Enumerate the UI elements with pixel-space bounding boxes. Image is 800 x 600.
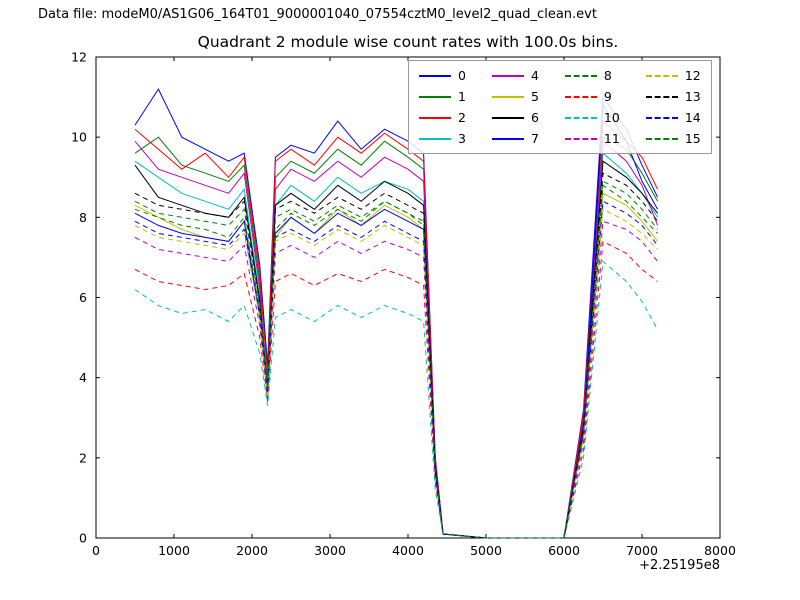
legend-line-sample	[491, 74, 524, 77]
y-tick-label: 8	[79, 210, 87, 225]
legend-item-0: 0	[419, 65, 466, 86]
legend-line-sample	[419, 95, 451, 98]
legend-label: 0	[458, 68, 466, 83]
legend-item-4: 4	[491, 65, 539, 86]
legend-item-9: 9	[564, 86, 620, 107]
legend-line-sample	[419, 137, 451, 140]
x-tick-label: 4000	[392, 543, 424, 558]
x-tick-label: 8000	[704, 543, 736, 558]
series-line-9	[134, 240, 658, 539]
legend-item-15: 15	[645, 128, 701, 149]
legend-label: 11	[603, 131, 620, 146]
legend-line-sample	[491, 137, 524, 140]
x-axis-offset-text: +2.25195e8	[639, 558, 720, 573]
chart-title: Quadrant 2 module wise count rates with …	[197, 33, 619, 51]
y-tick-label: 4	[79, 370, 87, 385]
legend-item-3: 3	[419, 128, 466, 149]
x-tick-label: 7000	[626, 543, 658, 558]
legend-label: 12	[684, 68, 701, 83]
legend-label: 15	[684, 131, 701, 146]
datafile-label: Data file: modeM0/AS1G06_164T01_90000010…	[38, 7, 597, 22]
x-tick-label: 3000	[314, 543, 346, 558]
legend-label: 8	[603, 68, 612, 83]
legend-item-2: 2	[419, 107, 466, 128]
legend-label: 2	[458, 110, 466, 125]
legend-line-sample	[564, 74, 597, 77]
legend-line-sample	[491, 116, 524, 119]
legend: 0 1 2 3 4 5 6 7 8 9 10 11 12 13 14 15	[408, 60, 712, 154]
legend-item-13: 13	[645, 86, 701, 107]
series-line-15	[134, 180, 658, 539]
legend-label: 6	[530, 110, 539, 125]
legend-line-sample	[564, 95, 597, 98]
legend-line-sample	[564, 116, 597, 119]
legend-line-sample	[645, 116, 678, 119]
legend-label: 9	[603, 89, 612, 104]
series-line-12	[134, 208, 658, 539]
legend-label: 7	[530, 131, 539, 146]
legend-label: 3	[458, 131, 466, 146]
legend-line-sample	[419, 116, 451, 119]
series-line-11	[134, 220, 658, 539]
x-tick-label: 6000	[548, 543, 580, 558]
x-tick-label: 0	[92, 543, 100, 558]
series-line-14	[134, 200, 658, 539]
legend-item-12: 12	[645, 65, 701, 86]
legend-line-sample	[419, 74, 451, 77]
x-tick-label: 1000	[158, 543, 190, 558]
legend-line-sample	[491, 95, 524, 98]
legend-line-sample	[645, 137, 678, 140]
series-line-10	[134, 260, 659, 539]
legend-item-5: 5	[491, 86, 539, 107]
legend-label: 14	[684, 110, 701, 125]
legend-label: 10	[603, 110, 620, 125]
legend-item-10: 10	[564, 107, 620, 128]
x-tick-label: 2000	[236, 543, 268, 558]
y-tick-label: 0	[79, 531, 87, 546]
legend-item-8: 8	[564, 65, 620, 86]
x-tick-label: 5000	[470, 543, 502, 558]
legend-line-sample	[645, 74, 678, 77]
series-line-2	[134, 120, 659, 539]
y-tick-label: 10	[71, 130, 87, 145]
legend-label: 5	[530, 89, 539, 104]
legend-line-sample	[564, 137, 597, 140]
y-tick-label: 2	[79, 450, 87, 465]
legend-item-7: 7	[491, 128, 539, 149]
series-line-13	[134, 172, 658, 539]
legend-item-11: 11	[564, 128, 620, 149]
legend-label: 1	[458, 89, 466, 104]
legend-item-6: 6	[491, 107, 539, 128]
legend-item-14: 14	[645, 107, 701, 128]
y-tick-label: 6	[79, 290, 87, 305]
legend-label: 4	[530, 68, 539, 83]
legend-line-sample	[645, 95, 678, 98]
legend-label: 13	[684, 89, 701, 104]
y-tick-label: 12	[71, 50, 87, 65]
legend-item-1: 1	[419, 86, 466, 107]
series-line-8	[134, 184, 658, 539]
